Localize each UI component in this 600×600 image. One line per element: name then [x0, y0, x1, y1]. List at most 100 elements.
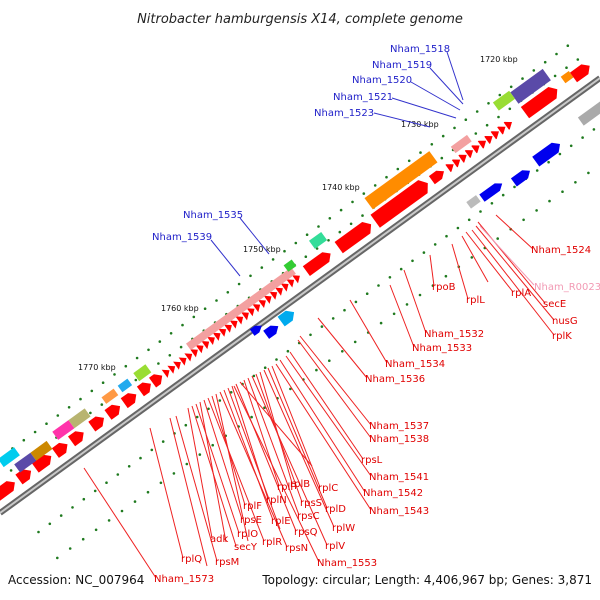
scale-dot [445, 234, 448, 238]
scale-dot [33, 430, 37, 434]
leader-line [233, 385, 320, 563]
label-rpld: rplD [325, 504, 346, 515]
label-nham-1533: Nham_1533 [412, 343, 472, 354]
scale-dot [250, 415, 253, 419]
gene-arrow-cyan [277, 310, 295, 327]
gene-box-green [283, 259, 297, 272]
scale-dot [116, 473, 120, 476]
gene-arrow-blue [510, 170, 530, 187]
label-rpsm: rpsM [215, 557, 239, 568]
leader-line [275, 363, 372, 511]
label-nham-1519: Nham_1519 [372, 60, 432, 71]
scale-dot [71, 506, 74, 509]
gene-arrow-red [302, 252, 331, 276]
scale-dot [433, 243, 437, 246]
leader-line [227, 387, 281, 530]
label-rplf: rplF [243, 501, 262, 512]
label-nham-1521: Nham_1521 [333, 92, 393, 103]
scale-dot [207, 407, 210, 411]
scale-dot [411, 259, 414, 263]
scale-dot [379, 321, 383, 325]
label-nham-1532: Nham_1532 [424, 329, 484, 340]
scale-dot [341, 350, 344, 353]
leader-line [429, 254, 435, 287]
scale-dot [94, 528, 98, 532]
scale-dot [444, 274, 448, 278]
scale-dot [169, 332, 173, 335]
scale-dot [81, 537, 85, 541]
leader-line [465, 231, 514, 293]
scale-dot [289, 387, 292, 391]
gene-box-purple [510, 68, 551, 104]
gene-arrow-red [370, 180, 428, 228]
label-nham-1518: Nham_1518 [390, 44, 450, 55]
gene-arrow-red [195, 345, 204, 354]
gene-arrow-red [149, 374, 163, 388]
leader-line [223, 389, 274, 521]
scale-dot [198, 453, 202, 456]
scale-dot [396, 167, 400, 171]
gene-arrow-red [68, 431, 84, 447]
scale-dot [22, 438, 26, 442]
scale-dot [226, 291, 230, 294]
gene-arrow-red [235, 316, 244, 325]
gene-box-purple [14, 452, 37, 473]
scale-dot [331, 317, 335, 320]
scale-dot [252, 374, 256, 378]
scale-dot [215, 299, 218, 302]
leader-line [471, 229, 555, 336]
scale-dot [124, 364, 128, 368]
gene-box-olive [30, 440, 53, 461]
gene-arrow-red [241, 312, 249, 321]
label-rpss: rpsS [300, 498, 322, 509]
scale-dot [388, 276, 392, 279]
gene-arrow-red [451, 159, 461, 168]
label-nusg: nusG [552, 316, 578, 327]
red-gene-labels: Nham_1524 secE nusG rplK rplA rplL rpoB Nham_15… [154, 245, 600, 585]
leader-line [299, 335, 372, 426]
scale-dot [237, 282, 241, 286]
gene-arrow-red [458, 154, 467, 163]
gene-arrow-red [229, 320, 238, 329]
leader-line [263, 369, 335, 528]
scale-dot [440, 156, 444, 160]
leader-line [297, 339, 372, 439]
gene-box-orange [101, 388, 119, 404]
label-nham-1542: Nham_1542 [363, 488, 423, 499]
scale-dot [566, 44, 570, 47]
scale-dot [147, 348, 150, 352]
leader-line [271, 365, 321, 488]
scale-dot [498, 93, 502, 97]
scale-dot [522, 218, 525, 222]
label-nham-1523: Nham_1523 [314, 108, 374, 119]
scale-dot [181, 323, 184, 327]
scale-dot [581, 136, 584, 139]
scale-dot [304, 255, 308, 258]
leader-line [479, 225, 535, 286]
scale-dot [56, 556, 59, 560]
gene-arrow-red [280, 283, 289, 292]
scale-dot [574, 181, 577, 184]
genome-backbone [0, 75, 600, 516]
scale-dot [100, 403, 104, 406]
gene-arrow-red [477, 140, 487, 149]
leader-line [207, 397, 265, 542]
leader-line [317, 317, 368, 379]
leader-line [251, 375, 328, 546]
gene-arrow-red [570, 64, 590, 83]
scale-dot [399, 267, 403, 271]
gene-arrow-red [292, 275, 300, 284]
label-nham-1536: Nham_1536 [365, 374, 425, 385]
label-rplk: rplK [552, 331, 572, 342]
gene-arrow-red [484, 136, 493, 144]
scale-dot [592, 128, 596, 131]
gene-arrow-red [51, 442, 68, 458]
label-nham-r0023: Nham_R0023 [534, 282, 600, 293]
tick-label-1740: 1740 kbp [322, 183, 360, 192]
scale-dot [283, 249, 286, 253]
scale-dot [185, 462, 189, 466]
scale-dot [203, 307, 207, 311]
scale-dot [479, 210, 482, 213]
reverse-strand-features [0, 64, 590, 501]
scale-dot [569, 144, 573, 148]
